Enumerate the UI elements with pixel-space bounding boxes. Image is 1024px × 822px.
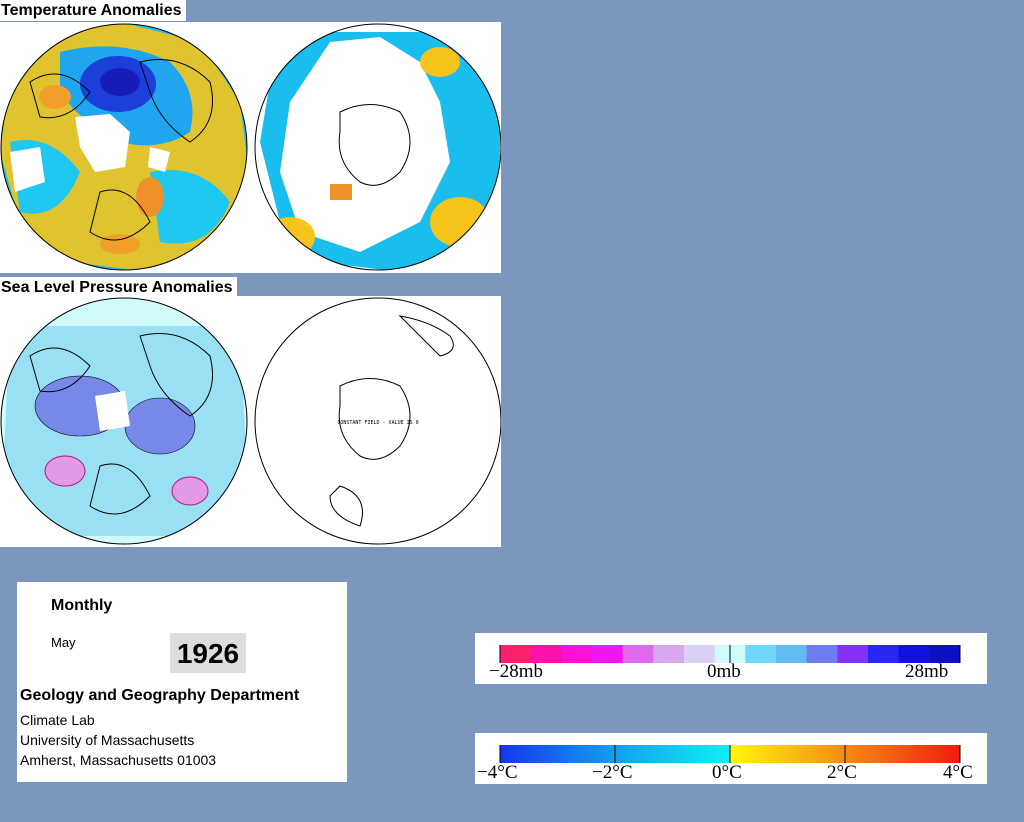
info-box: Monthly May 1926 Geology and Geography D… xyxy=(17,582,347,782)
temperature-anomalies-title: Temperature Anomalies xyxy=(0,0,186,21)
pressure-scale-swatch xyxy=(530,645,562,663)
pressure-scale-bar xyxy=(499,645,961,663)
university-name: University of Massachusetts xyxy=(20,732,195,748)
pressure-scale-swatch xyxy=(776,645,808,663)
pressure-scale-zero-label: 0mb xyxy=(707,661,741,682)
pressure-scale-swatch xyxy=(592,645,624,663)
pressure-anomalies-panel: CONSTANT FIELD - VALUE IS 0 xyxy=(0,296,501,547)
temperature-scale-bar xyxy=(499,745,961,763)
temperature-scale-label-minus4: −4°C xyxy=(477,762,518,783)
temperature-southern-hemisphere-map xyxy=(255,24,501,270)
pressure-scale-swatch xyxy=(684,645,716,663)
pressure-scale-swatch xyxy=(837,645,869,663)
pressure-scale-min-label: −28mb xyxy=(489,661,543,682)
temperature-scale-label-minus2: −2°C xyxy=(592,762,633,783)
temperature-scale-label-2: 2°C xyxy=(827,762,857,783)
pressure-scale-swatch xyxy=(868,645,900,663)
pressure-scale-max-label: 28mb xyxy=(905,661,948,682)
period-label: Monthly xyxy=(51,597,113,614)
temperature-anomalies-panel xyxy=(0,22,501,273)
pressure-scale-swatch xyxy=(622,645,654,663)
year-display: 1926 xyxy=(170,633,246,673)
temperature-scale-label-0: 0°C xyxy=(712,762,742,783)
pressure-scale-swatch xyxy=(653,645,685,663)
pressure-scale-swatch xyxy=(561,645,593,663)
address: Amherst, Massachusetts 01003 xyxy=(20,752,217,768)
pressure-scale-swatch xyxy=(898,645,930,663)
pressure-anomalies-title: Sea Level Pressure Anomalies xyxy=(0,277,237,298)
pressure-northern-hemisphere-map xyxy=(1,298,247,544)
pressure-scale-swatch xyxy=(500,645,532,663)
pressure-scale-swatch xyxy=(929,645,961,663)
month-label: May xyxy=(51,635,76,650)
constant-field-label: CONSTANT FIELD - VALUE IS 0 xyxy=(337,420,418,426)
department-name: Geology and Geography Department xyxy=(20,687,300,704)
temperature-color-scale: −4°C −2°C 0°C 2°C 4°C xyxy=(475,733,987,784)
lab-name: Climate Lab xyxy=(20,712,95,728)
temperature-northern-hemisphere-map xyxy=(1,24,247,270)
temperature-scale-label-4: 4°C xyxy=(943,762,973,783)
pressure-scale-swatch xyxy=(806,645,838,663)
pressure-southern-hemisphere-map: CONSTANT FIELD - VALUE IS 0 xyxy=(254,297,501,545)
pressure-color-scale: −28mb 0mb 28mb xyxy=(475,633,987,684)
pressure-scale-swatch xyxy=(745,645,777,663)
